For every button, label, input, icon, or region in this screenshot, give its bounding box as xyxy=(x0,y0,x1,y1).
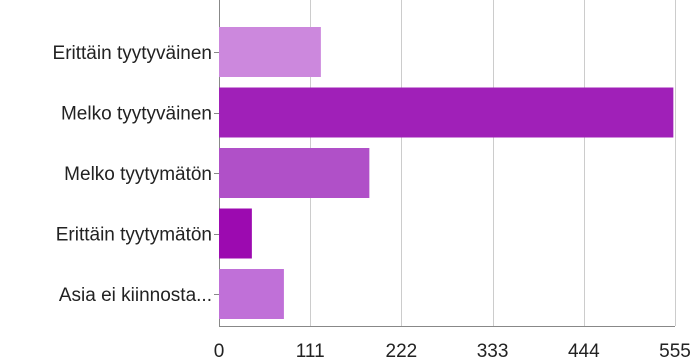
x-tick-label-222: 222 xyxy=(386,341,418,361)
category-label-3: Melko tyytymätön xyxy=(64,164,212,185)
x-tick-label-444: 444 xyxy=(568,341,600,361)
category-label-5: Asia ei kiinnosta... xyxy=(59,285,212,306)
axis-layer xyxy=(214,52,675,327)
bar-1[interactable] xyxy=(219,27,321,77)
category-label-1: Erittäin tyytyväinen xyxy=(53,43,212,64)
bar-layer xyxy=(219,27,674,319)
bar-4[interactable] xyxy=(219,208,252,259)
x-tick-label-555: 555 xyxy=(659,341,691,361)
x-tick-label-0: 0 xyxy=(214,341,225,361)
bar-5[interactable] xyxy=(219,269,284,319)
category-label-2: Melko tyytyväinen xyxy=(61,104,212,125)
bar-2[interactable] xyxy=(219,87,674,138)
x-tick-label-333: 333 xyxy=(477,341,509,361)
label-layer: Erittäin tyytyväinen Melko tyytyväinen Mel… xyxy=(53,43,691,361)
x-tick-label-111: 111 xyxy=(296,341,325,361)
category-label-4: Erittäin tyytymätön xyxy=(56,225,212,246)
bar-3[interactable] xyxy=(219,148,370,198)
